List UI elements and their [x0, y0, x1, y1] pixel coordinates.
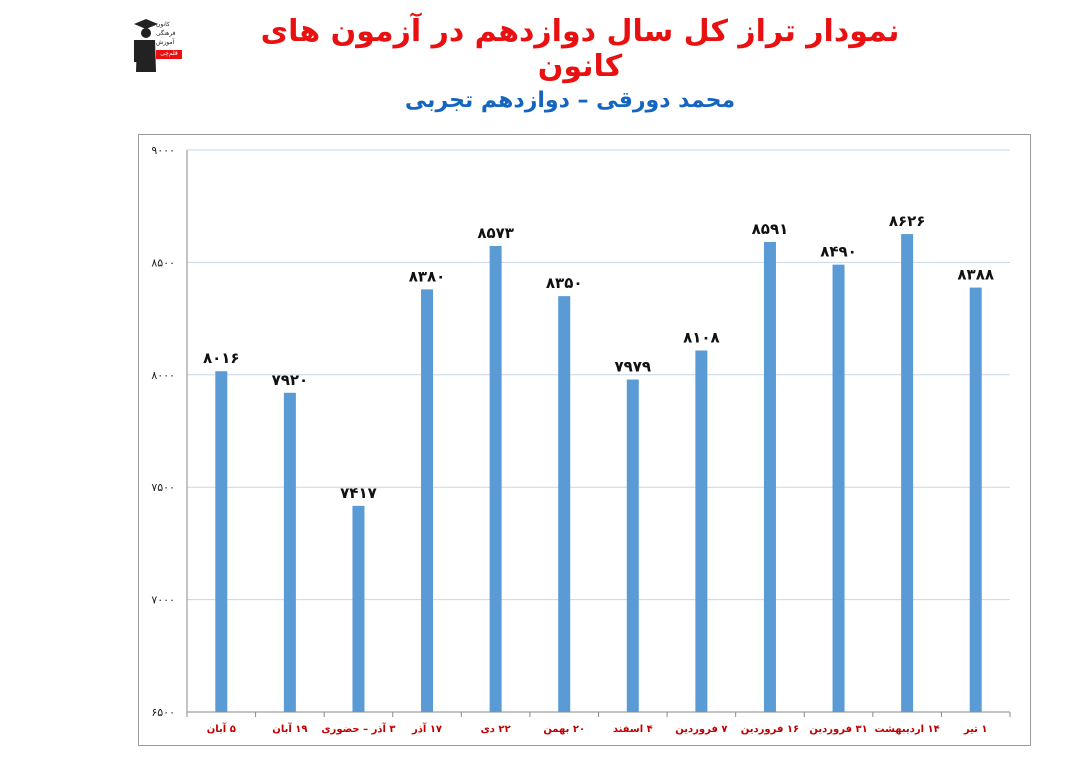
bar: [283, 392, 296, 712]
x-tick-label: ۴ اسفند: [613, 724, 653, 735]
x-tick-label: ۵ آبان: [207, 722, 236, 735]
data-label: ۸۴۹۰: [820, 243, 857, 261]
bar: [832, 264, 845, 712]
bar: [215, 371, 228, 712]
data-label: ۸۳۸۰: [409, 267, 446, 285]
x-tick-label: ۲۲ دی: [481, 724, 511, 735]
data-label: ۸۱۰۸: [683, 329, 720, 347]
bar: [352, 505, 365, 712]
bar-chart: ۶۵۰۰ ۷۰۰۰ ۷۵۰۰ ۸۰۰۰ ۸۵۰۰ ۹۰۰۰ ۸۰۱۶ ۵ آبان ۷۹۲۰ ۱۹…: [151, 144, 1011, 735]
x-tick-label: ۱۷ آذر: [411, 722, 442, 735]
bar: [695, 350, 708, 712]
bar: [558, 296, 571, 712]
x-tick-label: ۷ فروردین: [675, 724, 727, 735]
data-label: ۷۹۷۹: [614, 358, 651, 376]
y-tick-label: ۹۰۰۰: [151, 144, 175, 157]
y-tick-label: ۶۵۰۰: [151, 706, 175, 719]
logo-badge: قلم‌چی: [156, 50, 182, 59]
data-label: ۸۳۸۸: [957, 266, 994, 284]
data-label: ۷۴۱۷: [340, 484, 377, 502]
chart-subtitle: محمد دورقی – دوازدهم تجربی: [404, 88, 736, 113]
y-tick-label: ۸۵۰۰: [151, 256, 175, 269]
y-tick-label: ۷۵۰۰: [151, 481, 175, 494]
x-tick-label: ۱ تیر: [963, 724, 988, 735]
logo-line-2: فرهنگی: [156, 30, 176, 37]
x-tick-label: ۳۱ فروردین: [809, 724, 867, 735]
y-tick-label: ۸۰۰۰: [151, 369, 175, 382]
kanoon-logo: [132, 16, 182, 76]
data-label: ۸۵۷۳: [477, 224, 514, 242]
data-label: ۸۳۵۰: [546, 274, 583, 292]
logo-line-3: آموزش: [156, 39, 175, 46]
bar: [901, 234, 914, 712]
data-label: ۸۰۱۶: [203, 349, 240, 367]
data-label: ۸۶۲۶: [889, 212, 926, 230]
graduate-icon: [134, 19, 158, 72]
x-tick-label: ۳ آذر – حضوری: [321, 722, 395, 735]
chart-title: نمودار تراز کل سال دوازدهم در آزمون های …: [260, 14, 900, 84]
data-label: ۷۹۲۰: [272, 371, 309, 389]
logo-line-1: کانون: [156, 21, 170, 28]
bar: [626, 379, 639, 712]
bar: [969, 287, 982, 712]
x-tick-label: ۱۶ فروردین: [741, 724, 799, 735]
x-tick-label: ۲۰ بهمن: [543, 724, 585, 735]
x-tick-label: ۱۴ اردیبهشت: [875, 724, 940, 735]
data-label: ۸۵۹۱: [752, 220, 789, 238]
bar: [763, 241, 776, 712]
bar: [421, 289, 434, 712]
chart-frame: ۶۵۰۰ ۷۰۰۰ ۷۵۰۰ ۸۰۰۰ ۸۵۰۰ ۹۰۰۰ ۸۰۱۶ ۵ آبان ۷۹۲۰ ۱۹…: [138, 134, 1031, 746]
x-tick-label: ۱۹ آبان: [272, 722, 307, 735]
y-tick-label: ۷۰۰۰: [151, 594, 175, 607]
bar: [489, 245, 502, 712]
